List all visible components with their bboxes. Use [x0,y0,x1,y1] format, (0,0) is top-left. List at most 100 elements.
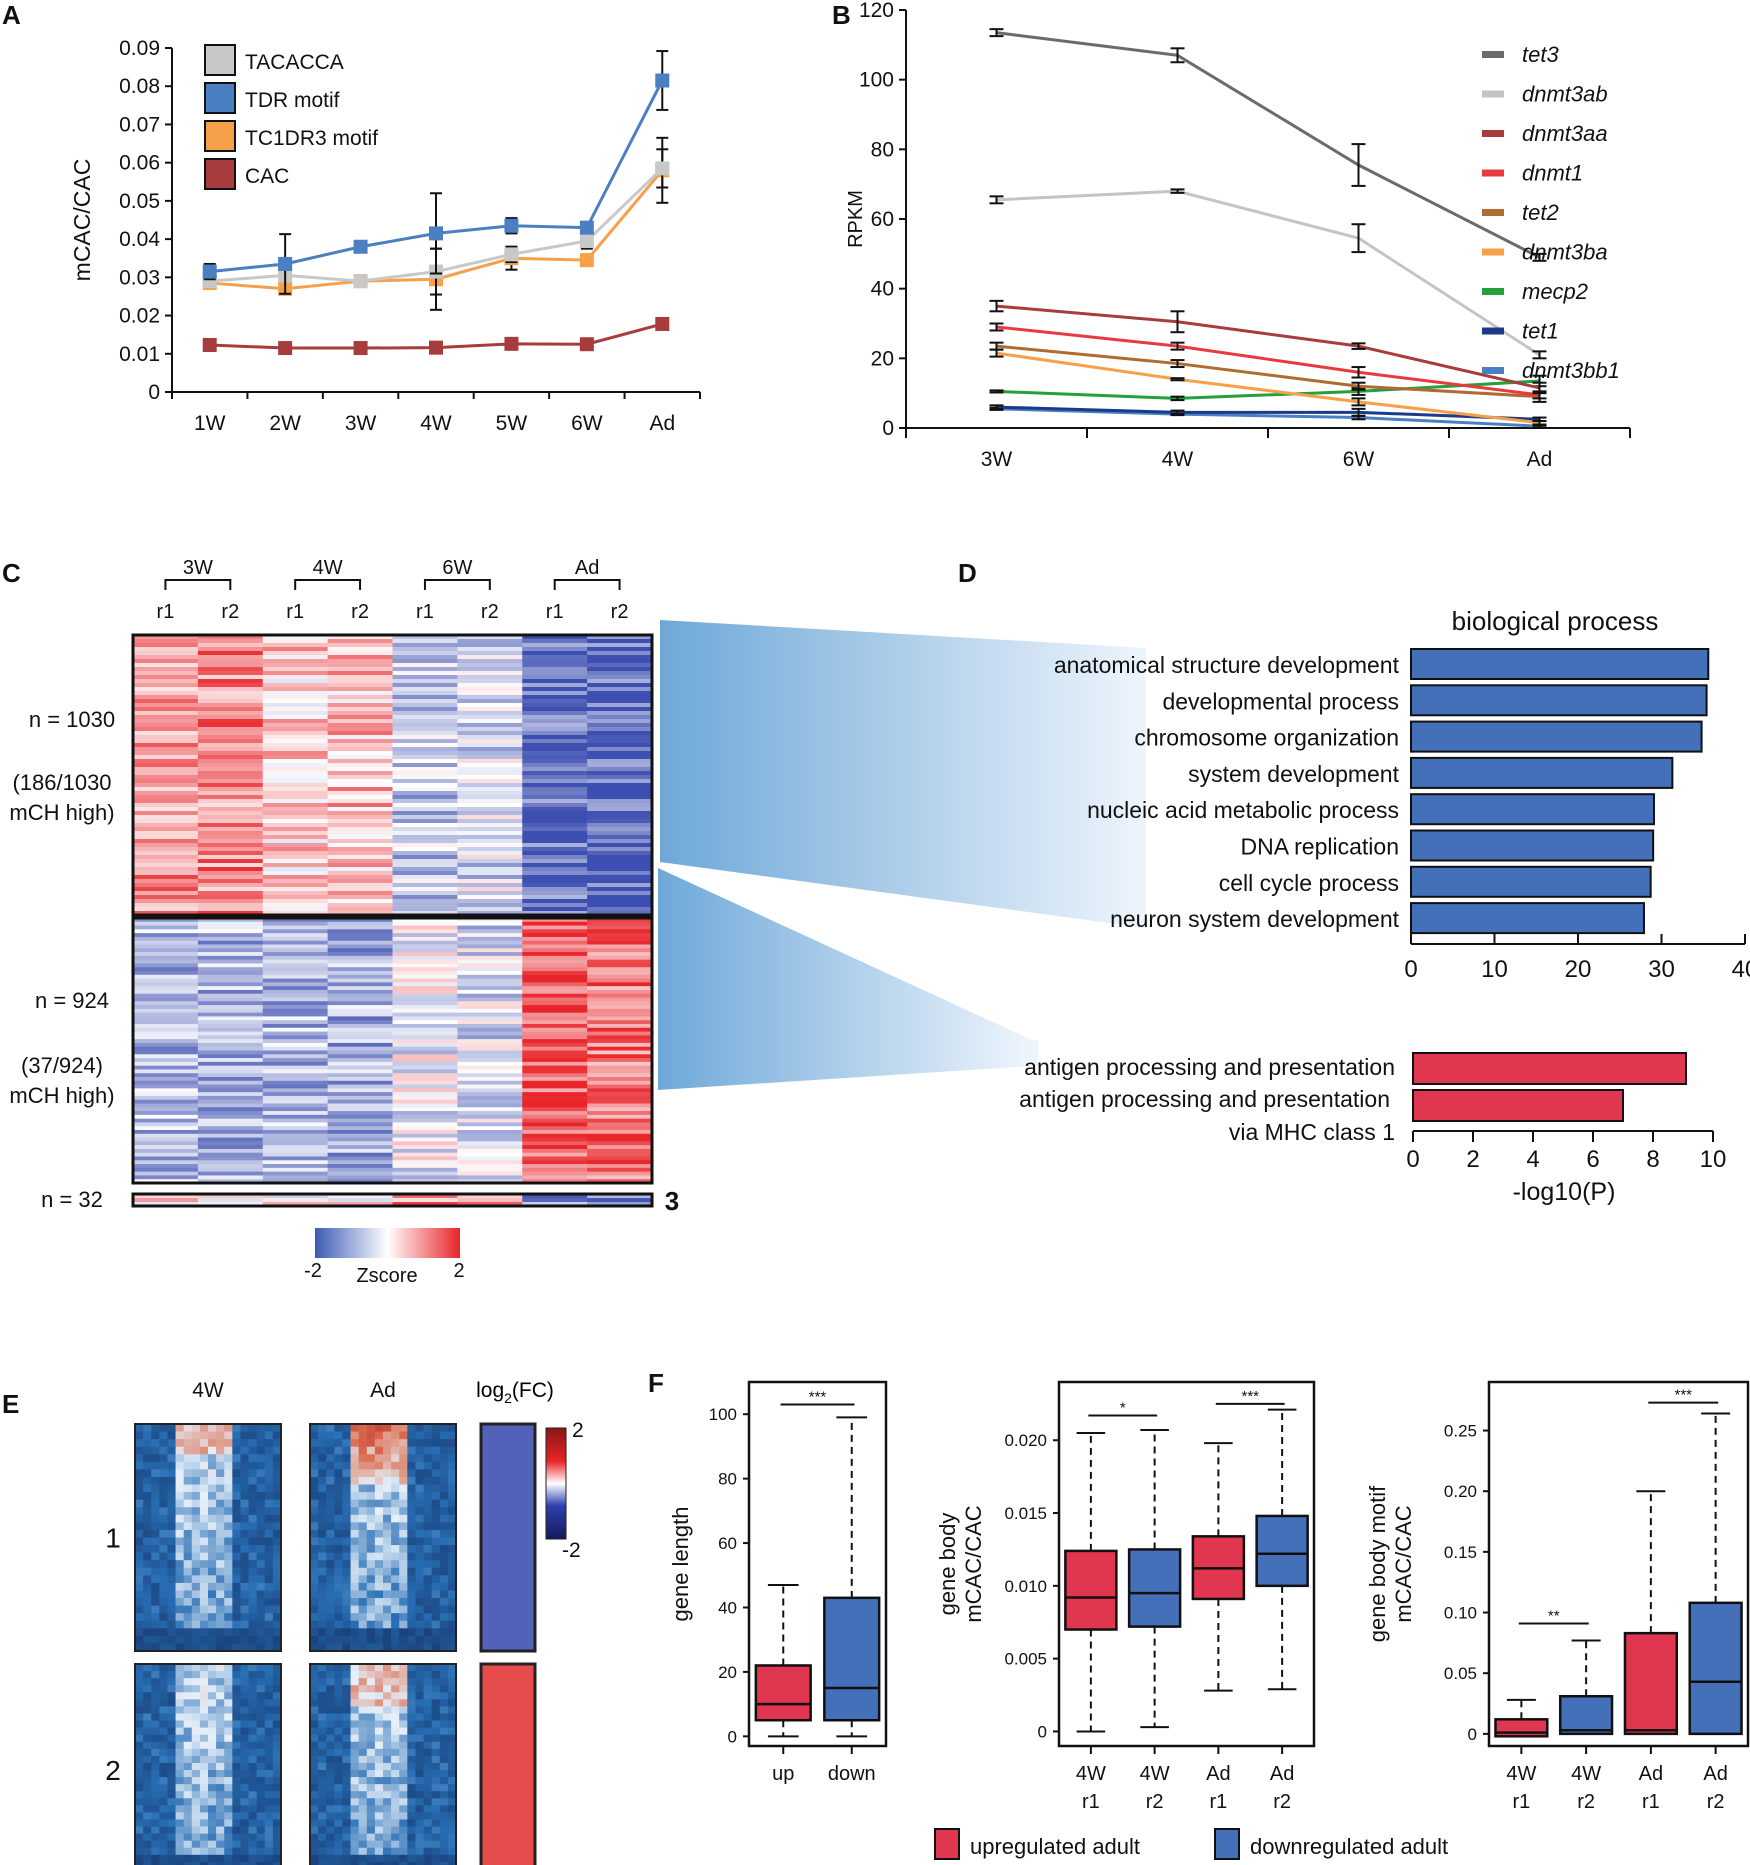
heatmap-cell [457,948,523,953]
methylation-cell [334,1692,343,1700]
heatmap-cell [392,1012,458,1017]
methylation-cell [151,1861,160,1865]
methylation-cell [350,1833,360,1842]
methylation-cell [407,1784,416,1792]
methylation-cell [199,1706,209,1714]
methylation-cell [391,1840,400,1849]
methylation-cell [272,1833,282,1842]
methylation-cell [135,1791,144,1799]
heatmap-cell [392,1073,458,1078]
methylation-cell [159,1741,168,1750]
methylation-cell [216,1552,225,1561]
methylation-cell [240,1699,249,1707]
methylation-cell [415,1522,424,1531]
methylation-cell [191,1439,201,1448]
heatmap-cell [262,791,329,796]
methylation-cell [342,1847,351,1856]
methylation-cell [431,1628,441,1637]
methylation-cell [256,1514,266,1523]
heatmap-cell [392,743,458,748]
heatmap-cell [587,859,653,864]
methylation-cell [224,1748,233,1757]
methylation-cell [248,1861,258,1865]
heatmap-cell [522,751,588,756]
heatmap-cell [587,1054,653,1059]
methylation-cell [366,1692,376,1700]
methylation-cell [350,1664,360,1672]
methylation-cell [334,1713,343,1721]
heatmap-cell [133,929,199,934]
methylation-cell [391,1854,400,1863]
methylation-cell [366,1575,376,1584]
methylation-cell [232,1424,241,1432]
methylation-cell [175,1854,185,1863]
legend-label: tet1 [1522,319,1559,344]
heatmap-cell [457,1050,523,1055]
methylation-cell [175,1762,185,1771]
methylation-cell [310,1798,319,1806]
methylation-cell [383,1620,392,1629]
series-line-tet2 [996,344,1540,399]
methylation-cell [256,1685,266,1693]
methylation-cell [256,1699,266,1707]
methylation-cell [143,1706,152,1714]
methylation-cell [318,1861,327,1865]
methylation-cell [318,1635,327,1644]
methylation-cell [358,1805,368,1813]
methylation-cell [143,1826,152,1834]
heatmap-cell [392,887,458,892]
methylation-cell [224,1692,233,1700]
methylation-cell [272,1812,282,1820]
methylation-cell [358,1628,368,1637]
heatmap-cell [522,1077,588,1082]
heatmap-cell [392,707,458,712]
y-tick-label: 80 [871,138,894,161]
methylation-cell [383,1492,392,1501]
methylation-cell [431,1552,441,1561]
heatmap-cell [327,727,393,732]
methylation-cell [407,1605,416,1614]
methylation-cell [415,1699,424,1707]
methylation-cell [326,1476,335,1485]
methylation-cell [159,1713,168,1721]
methylation-cell [391,1454,400,1463]
methylation-cell [383,1748,392,1757]
heatmap-cell [522,982,588,987]
methylation-cell [342,1446,351,1455]
heatmap-cell [262,727,329,732]
methylation-cell [399,1734,408,1743]
methylation-cell [232,1643,241,1652]
methylation-cell [447,1628,457,1637]
heatmap-cell [133,1095,199,1101]
heatmap-cell [327,1088,393,1093]
methylation-cell [191,1784,201,1792]
methylation-cell [310,1492,319,1501]
heatmap-cell [587,1080,653,1086]
y-tick-label: 0.020 [1004,1431,1047,1450]
methylation-cell [151,1476,160,1485]
heatmap-cell [587,643,653,648]
methylation-cell [383,1635,392,1644]
methylation-cell [423,1777,433,1785]
methylation-cell [391,1598,400,1606]
methylation-cell [366,1522,376,1531]
methylation-cell [318,1840,327,1849]
methylation-cell [334,1699,343,1707]
methylation-cell [358,1671,368,1679]
heatmap-cell [197,1122,264,1127]
heatmap-cell [587,1095,653,1101]
methylation-cell [407,1439,416,1448]
heatmap-cell [133,1016,199,1021]
methylation-cell [383,1476,392,1485]
methylation-cell [447,1678,457,1686]
methylation-cell [358,1492,368,1501]
heatmap-cell [327,799,393,804]
methylation-cell [399,1748,408,1757]
methylation-cell [439,1476,449,1485]
methylation-cell [191,1727,201,1736]
methylation-cell [342,1454,351,1463]
methylation-cell [342,1791,351,1799]
methylation-cell [272,1727,282,1736]
methylation-cell [224,1755,233,1764]
methylation-cell [216,1762,225,1771]
